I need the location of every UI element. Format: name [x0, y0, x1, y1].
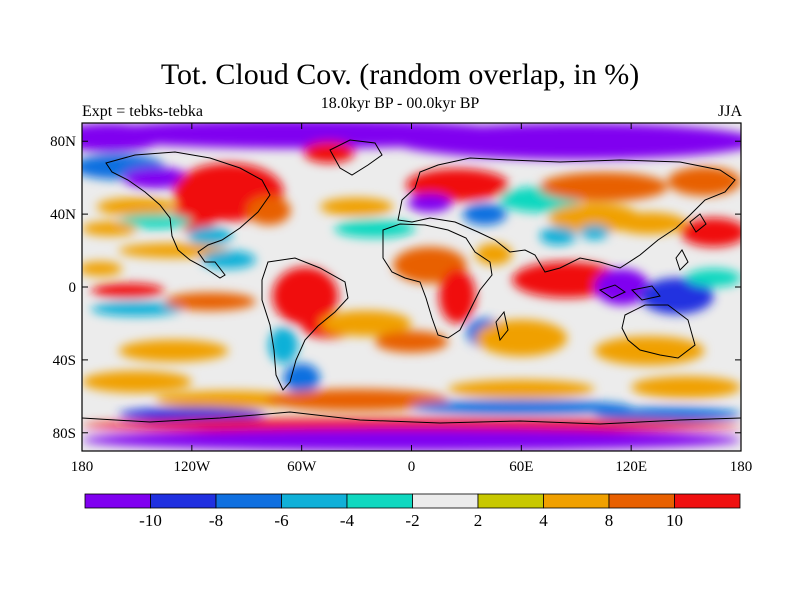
map-axes: 180 120W 60W 0 60E 120E 180 80N 40N 0 40S 80S: [50, 123, 752, 475]
cloud-anomaly-field: [82, 123, 741, 451]
colorbar-swatch-0: [84, 493, 151, 509]
colorbar-swatch-8: [608, 493, 675, 509]
anomaly-patch-3: [303, 141, 355, 164]
anomaly-patch-19: [462, 203, 507, 226]
colorbar-label: 8: [605, 511, 614, 530]
anomaly-patch-41: [268, 327, 299, 364]
anomaly-patch-48: [118, 339, 229, 362]
anomaly-patch-36: [91, 301, 183, 317]
anomaly-patch-11: [82, 221, 137, 236]
anomaly-patch-49: [82, 370, 192, 393]
anomaly-patch-22: [667, 166, 741, 196]
lon-tick-label: 60E: [509, 459, 533, 475]
anomaly-patch-33: [686, 268, 741, 287]
colorbar-swatch-7: [543, 493, 610, 509]
lon-tick-label: 180: [730, 459, 753, 475]
colorbar-label: -4: [340, 511, 355, 530]
lon-tick-label: 0: [408, 459, 416, 475]
anomaly-patch-26: [612, 212, 687, 235]
season-label: JJA: [717, 103, 742, 120]
colorbar-label: 4: [539, 511, 548, 530]
anomaly-patch-10: [118, 214, 192, 229]
colorbar-swatch-9: [674, 493, 741, 509]
anomaly-patch-2: [393, 123, 741, 160]
anomaly-patch-43: [438, 268, 476, 324]
colorbar-swatch-5: [412, 493, 479, 509]
anomaly-patch-35: [91, 283, 165, 298]
anomaly-patch-53: [265, 389, 449, 411]
colorbar-label: 2: [474, 511, 483, 530]
lat-tick-label: 80S: [53, 426, 76, 442]
lat-tick-label: 40S: [53, 353, 76, 369]
anomaly-patch-7: [173, 195, 218, 233]
anomaly-patch-58: [82, 429, 741, 451]
anomaly-patch-42: [283, 363, 320, 393]
colorbar-swatch-4: [346, 493, 413, 509]
anomaly-patch-37: [164, 292, 256, 311]
lon-tick-label: 120W: [173, 459, 211, 475]
coastlines: [82, 139, 741, 425]
colorbar-label: 10: [666, 511, 683, 530]
lat-tick-label: 40N: [50, 207, 76, 223]
anomaly-patch-38: [272, 266, 339, 326]
map-plot-area: [82, 123, 741, 451]
lon-tick-label: 180: [71, 459, 94, 475]
anomaly-patch-24: [539, 226, 577, 246]
anomaly-patch-54: [411, 399, 632, 415]
anomaly-patch-13: [118, 243, 229, 258]
anomaly-patch-25: [579, 225, 610, 240]
lat-tick-label: 0: [69, 280, 77, 296]
anomaly-patch-46: [475, 319, 568, 357]
colorbar-label: -10: [139, 511, 162, 530]
colorbar-swatch-1: [150, 493, 217, 509]
anomaly-patch-12: [188, 226, 233, 246]
anomaly-patch-27: [680, 217, 741, 247]
lon-tick-label: 120E: [615, 459, 647, 475]
anomaly-patch-52: [155, 390, 302, 410]
plot-title: Tot. Cloud Cov. (random overlap, in %): [160, 58, 640, 91]
anomaly-patch-51: [631, 376, 741, 399]
anomaly-patch-8: [246, 195, 291, 226]
anomaly-patch-14: [200, 250, 256, 269]
colorbar-swatch-2: [215, 493, 282, 509]
anomaly-patch-21: [539, 172, 668, 202]
anomaly-patch-30: [475, 243, 513, 266]
colorbar-swatch-3: [281, 493, 348, 509]
lon-tick-label: 60W: [287, 459, 317, 475]
anomaly-patch-29: [512, 261, 623, 298]
anomaly-patch-18: [407, 194, 452, 213]
anomaly-patch-5: [122, 166, 189, 189]
anomaly-patch-16: [334, 219, 416, 238]
colorbar-swatch-6: [477, 493, 544, 509]
anomaly-patch-34: [82, 261, 123, 277]
plot-subtitle: 18.0kyr BP - 00.0kyr BP: [320, 95, 480, 112]
anomaly-patch-55: [118, 407, 266, 422]
anomaly-patch-56: [594, 407, 741, 422]
anomaly-patch-45: [374, 330, 449, 353]
anomaly-patch-50: [448, 379, 595, 399]
anomaly-patch-57: [82, 418, 741, 433]
anomaly-patch-15: [319, 197, 394, 216]
colorbar-label: -2: [405, 511, 419, 530]
colorbar-label: -8: [209, 511, 223, 530]
anomaly-patch-9: [96, 197, 178, 216]
anomaly-patch-17: [406, 168, 509, 202]
anomaly-patch-40: [319, 310, 412, 337]
experiment-label: Expt = tebks-tebka: [82, 103, 203, 120]
colorbar: -10 -8 -6 -4 -2 2 4 8 10: [84, 493, 741, 530]
colorbar-label: -6: [274, 511, 288, 530]
lat-tick-label: 80N: [50, 134, 76, 150]
